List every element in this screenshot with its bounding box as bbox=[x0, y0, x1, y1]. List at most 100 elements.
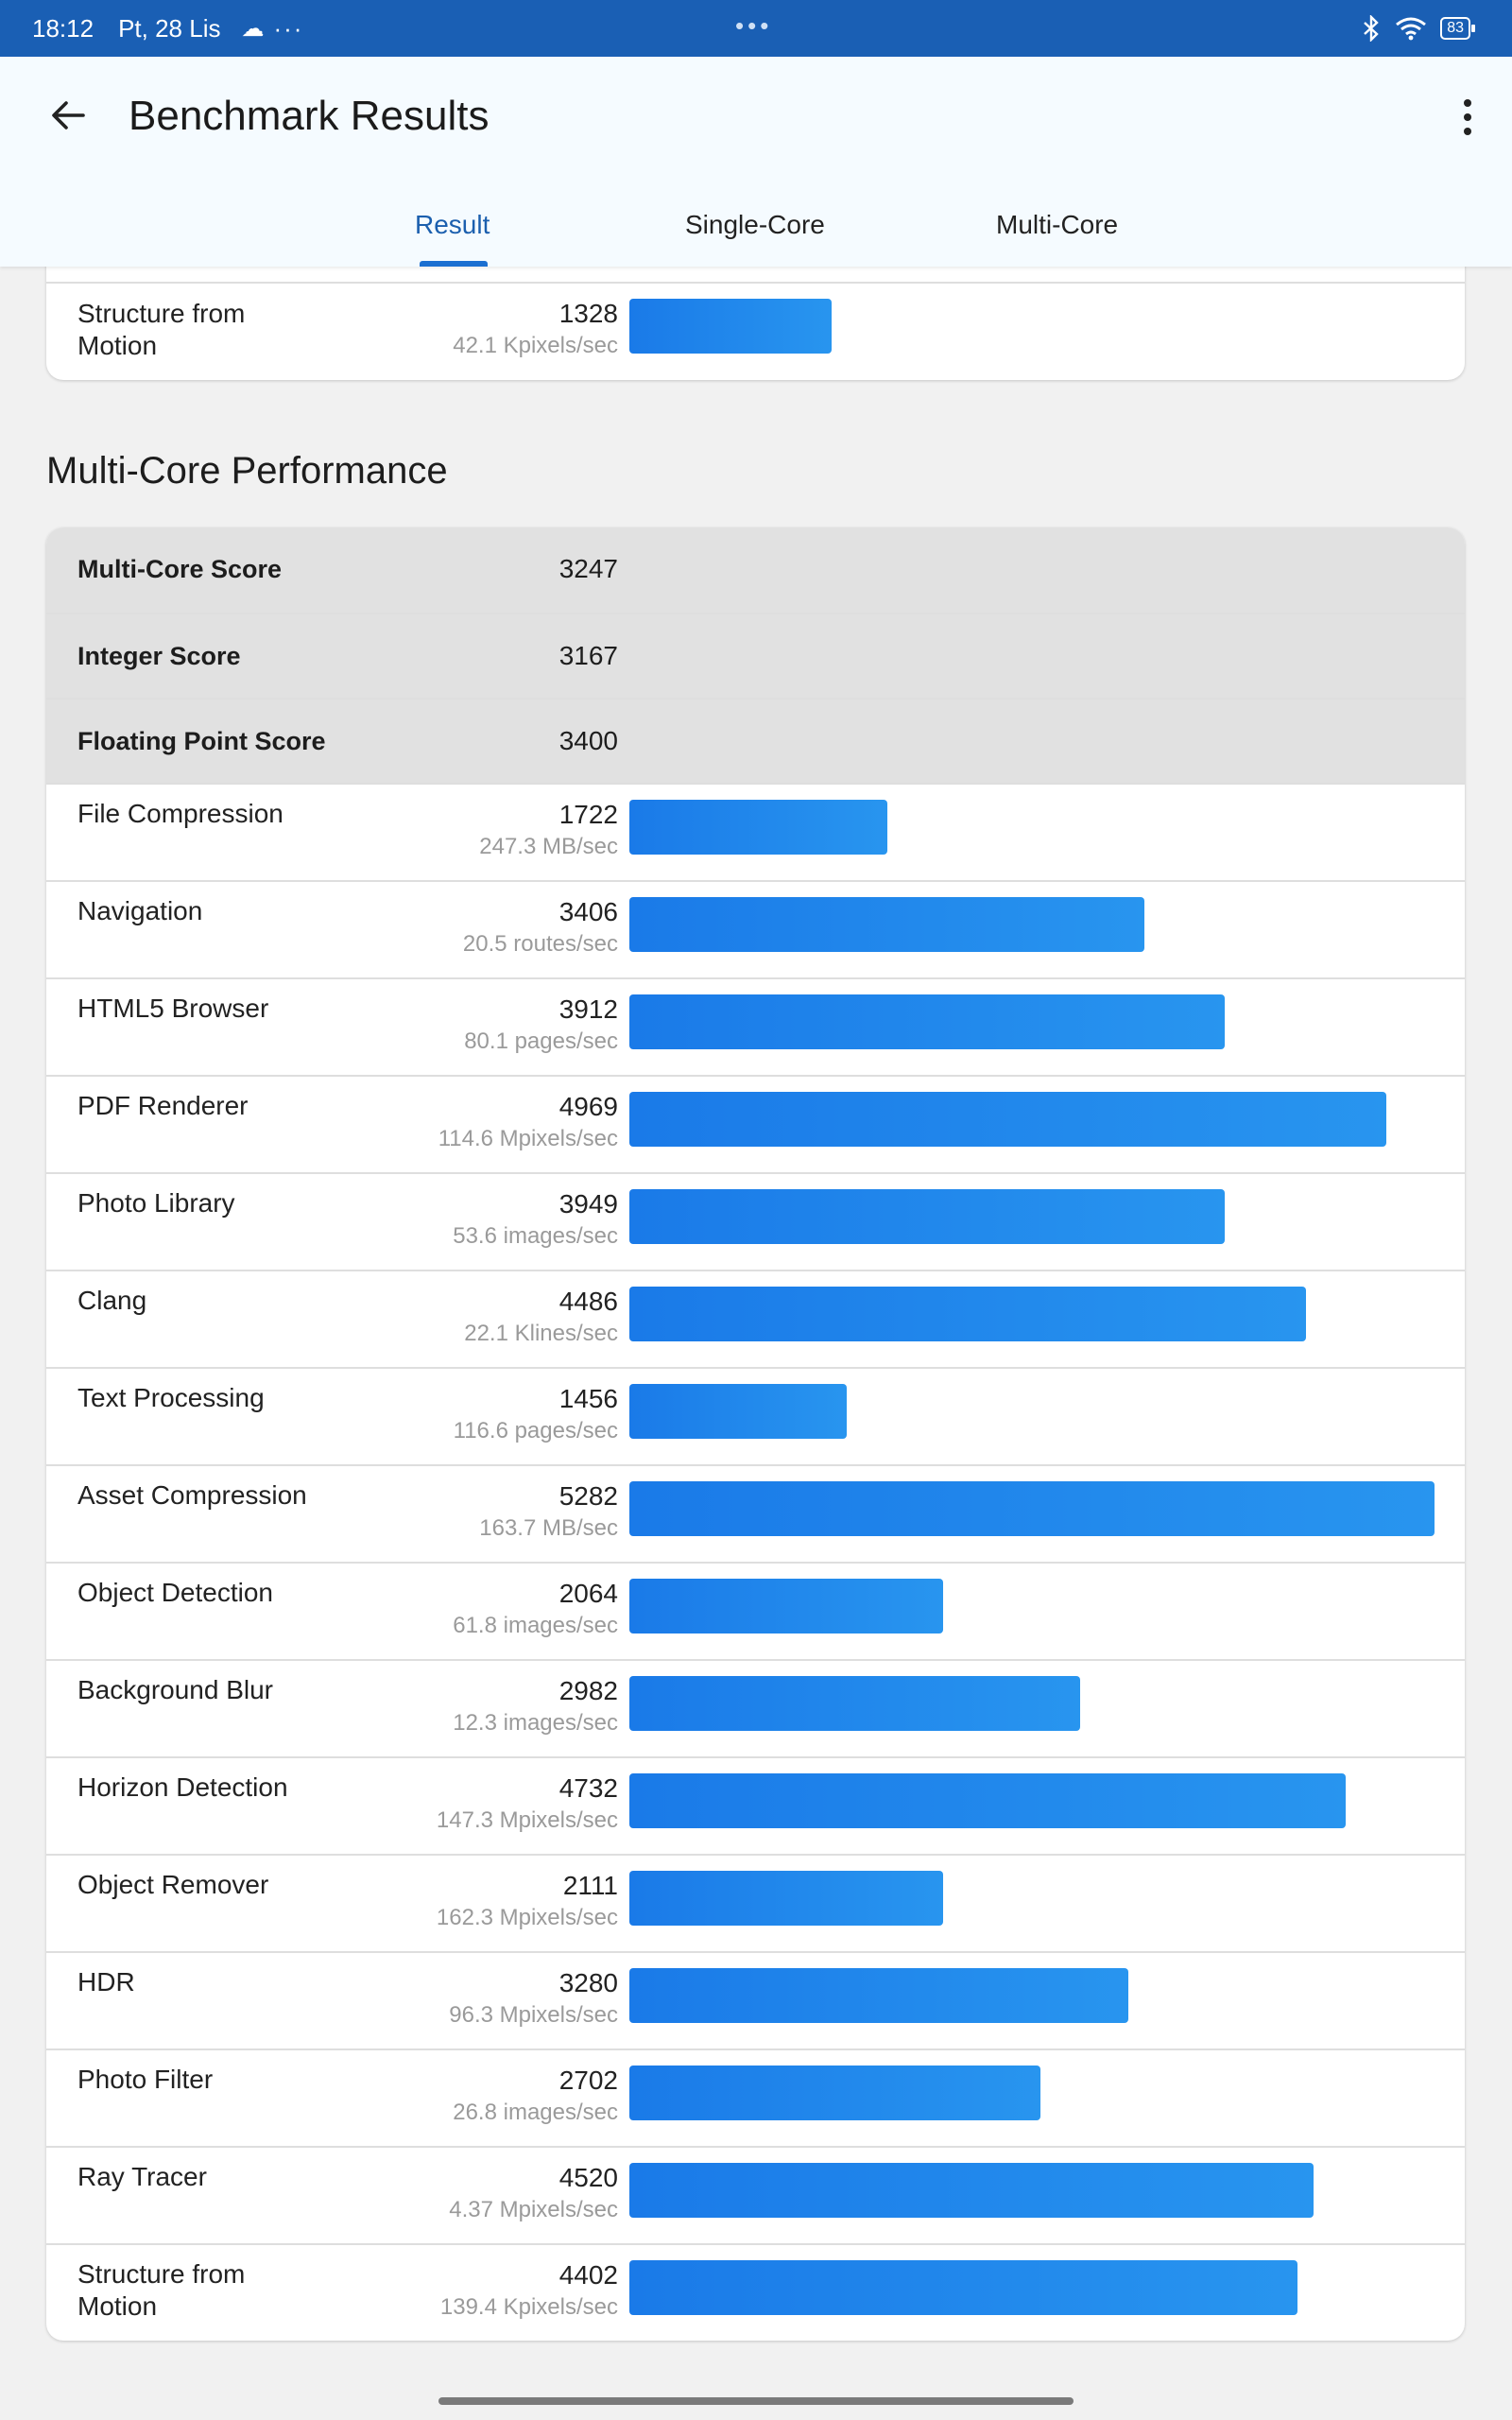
score-bar bbox=[629, 1189, 1225, 1244]
benchmark-score: 4402 bbox=[558, 2260, 618, 2290]
benchmark-score: 1722 bbox=[558, 800, 618, 829]
table-row[interactable]: Object Remover 2111 162.3 Mpixels/sec bbox=[46, 1854, 1465, 1953]
score-bar bbox=[629, 2163, 1314, 2218]
summary-row: Floating Point Score 3400 bbox=[46, 698, 1465, 785]
benchmark-score: 2111 bbox=[562, 1871, 618, 1900]
wifi-icon bbox=[1396, 17, 1427, 41]
score-bar bbox=[629, 1384, 847, 1439]
score-bar bbox=[629, 1092, 1386, 1147]
benchmark-score: 5282 bbox=[558, 1481, 618, 1511]
benchmark-name: PDF Renderer bbox=[77, 1091, 249, 1120]
benchmark-rate: 116.6 pages/sec bbox=[453, 1418, 618, 1443]
benchmark-name: File Compression bbox=[77, 799, 284, 828]
tab-single-core[interactable]: Single-Core bbox=[685, 210, 825, 239]
bluetooth-icon bbox=[1364, 15, 1379, 42]
benchmark-name: HDR bbox=[77, 1967, 135, 1996]
table-row[interactable]: Asset Compression 5282 163.7 MB/sec bbox=[46, 1464, 1465, 1564]
page-title: Benchmark Results bbox=[129, 93, 490, 139]
status-time: 18:12 bbox=[32, 13, 94, 43]
table-row[interactable]: Text Processing 1456 116.6 pages/sec bbox=[46, 1367, 1465, 1466]
score-bar bbox=[629, 800, 887, 855]
benchmark-name: Structure from Motion bbox=[77, 299, 246, 360]
benchmark-rate: 42.1 Kpixels/sec bbox=[453, 333, 618, 358]
benchmark-score: 1456 bbox=[558, 1384, 618, 1413]
back-arrow-icon[interactable] bbox=[47, 95, 89, 136]
benchmark-rate: 163.7 MB/sec bbox=[479, 1515, 618, 1541]
benchmark-name: Object Remover bbox=[77, 1870, 269, 1899]
score-bar bbox=[629, 1871, 943, 1926]
summary-row: Multi-Core Score 3247 bbox=[46, 527, 1465, 613]
benchmark-score: 3406 bbox=[558, 897, 618, 926]
score-bar bbox=[629, 897, 1144, 952]
table-row[interactable]: File Compression 1722 247.3 MB/sec bbox=[46, 783, 1465, 882]
section-title: Multi-Core Performance bbox=[46, 450, 448, 492]
benchmark-name: Background Blur bbox=[77, 1675, 274, 1704]
benchmark-score: 4486 bbox=[558, 1287, 618, 1316]
table-row[interactable]: Background Blur 2982 12.3 images/sec bbox=[46, 1659, 1465, 1758]
score-bar bbox=[629, 1968, 1128, 2023]
benchmark-rate: 53.6 images/sec bbox=[453, 1223, 618, 1249]
benchmark-score: 2702 bbox=[558, 2066, 618, 2095]
benchmark-score: 2982 bbox=[558, 1676, 618, 1705]
active-tab-indicator bbox=[420, 261, 488, 267]
table-row[interactable]: HDR 3280 96.3 Mpixels/sec bbox=[46, 1951, 1465, 2050]
status-bar: 18:12 Pt, 28 Lis ☁ ··· ••• 83 bbox=[0, 0, 1512, 57]
benchmark-score: 3912 bbox=[558, 994, 618, 1024]
table-row[interactable]: Navigation 3406 20.5 routes/sec bbox=[46, 880, 1465, 979]
benchmark-name: Text Processing bbox=[77, 1383, 265, 1412]
benchmark-score: 1328 bbox=[558, 299, 618, 328]
table-row[interactable]: Object Detection 2064 61.8 images/sec bbox=[46, 1562, 1465, 1661]
cloud-icon: ☁ bbox=[241, 15, 265, 42]
table-row[interactable]: Photo Library 3949 53.6 images/sec bbox=[46, 1172, 1465, 1271]
home-indicator[interactable] bbox=[438, 2397, 1074, 2405]
benchmark-rate: 4.37 Mpixels/sec bbox=[449, 2197, 618, 2222]
tab-multi-core[interactable]: Multi-Core bbox=[996, 210, 1119, 239]
benchmark-score: 4969 bbox=[558, 1092, 618, 1121]
summary-label: Multi-Core Score bbox=[77, 555, 283, 583]
benchmark-name: Ray Tracer bbox=[77, 2162, 207, 2191]
score-bar bbox=[629, 299, 832, 354]
table-row[interactable]: PDF Renderer 4969 114.6 Mpixels/sec bbox=[46, 1075, 1465, 1174]
score-bar bbox=[629, 1287, 1306, 1341]
benchmark-score: 4520 bbox=[558, 2163, 618, 2192]
benchmark-rate: 139.4 Kpixels/sec bbox=[439, 2294, 618, 2320]
table-row[interactable]: Photo Filter 2702 26.8 images/sec bbox=[46, 2048, 1465, 2148]
battery-icon: 83 bbox=[1440, 17, 1475, 40]
summary-score: 3247 bbox=[558, 554, 618, 583]
summary-score: 3167 bbox=[558, 641, 618, 670]
benchmark-name: Photo Library bbox=[77, 1188, 235, 1218]
table-row[interactable]: Horizon Detection 4732 147.3 Mpixels/sec bbox=[46, 1756, 1465, 1856]
benchmark-rate: 247.3 MB/sec bbox=[479, 834, 618, 859]
tab-result[interactable]: Result bbox=[415, 210, 490, 239]
benchmark-rate: 114.6 Mpixels/sec bbox=[438, 1126, 618, 1151]
benchmark-score: 3280 bbox=[558, 1968, 618, 1997]
table-row[interactable]: Structure from Motion 4402 139.4 Kpixels/s… bbox=[46, 2243, 1465, 2341]
benchmark-rate: 22.1 Klines/sec bbox=[464, 1321, 618, 1346]
score-bar bbox=[629, 1481, 1435, 1536]
table-row[interactable]: Structure from Motion 1328 42.1 Kpixels/… bbox=[46, 282, 1465, 380]
table-row[interactable]: Ray Tracer 4520 4.37 Mpixels/sec bbox=[46, 2146, 1465, 2245]
benchmark-score: 2064 bbox=[558, 1579, 618, 1608]
score-bar bbox=[629, 2260, 1297, 2315]
multitask-dots-icon[interactable]: ••• bbox=[735, 11, 773, 40]
benchmark-name: HTML5 Browser bbox=[77, 994, 269, 1023]
benchmark-rate: 26.8 images/sec bbox=[453, 2100, 618, 2125]
overflow-menu-icon[interactable] bbox=[1461, 98, 1474, 136]
benchmark-rate: 96.3 Mpixels/sec bbox=[449, 2002, 618, 2028]
table-row[interactable]: Clang 4486 22.1 Klines/sec bbox=[46, 1270, 1465, 1369]
benchmark-rate: 20.5 routes/sec bbox=[462, 931, 618, 957]
benchmark-rate: 61.8 images/sec bbox=[453, 1613, 618, 1638]
summary-label: Integer Score bbox=[77, 642, 241, 670]
multi-core-card: Multi-Core Score 3247 Integer Score 3167 Flo… bbox=[46, 527, 1465, 2341]
tab-bar: Result Single-Core Multi-Core bbox=[0, 199, 1512, 267]
benchmark-name: Structure from Motion bbox=[77, 2259, 246, 2321]
benchmark-name: Horizon Detection bbox=[77, 1772, 288, 1802]
score-bar bbox=[629, 1676, 1080, 1731]
benchmark-rate: 147.3 Mpixels/sec bbox=[436, 1807, 618, 1833]
benchmark-rate: 162.3 Mpixels/sec bbox=[436, 1905, 618, 1930]
status-icons: 83 bbox=[1361, 0, 1475, 57]
table-row[interactable]: HTML5 Browser 3912 80.1 pages/sec bbox=[46, 977, 1465, 1077]
score-bar bbox=[629, 994, 1225, 1049]
score-bar bbox=[629, 1579, 943, 1634]
benchmark-name: Asset Compression bbox=[77, 1480, 307, 1510]
